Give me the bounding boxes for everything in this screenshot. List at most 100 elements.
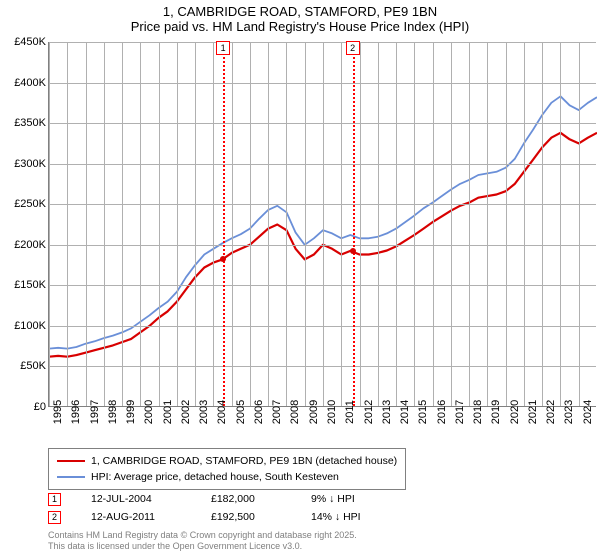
legend-row: 1, CAMBRIDGE ROAD, STAMFORD, PE9 1BN (de… <box>57 453 397 469</box>
sale-diff: 9% ↓ HPI <box>311 493 401 505</box>
x-tick-label: 2005 <box>235 400 247 424</box>
y-tick-label: £350K <box>2 117 46 129</box>
chart-plot-area: 12 <box>48 42 596 407</box>
gridline-vertical <box>542 42 543 406</box>
chart-container: 1, CAMBRIDGE ROAD, STAMFORD, PE9 1BN Pri… <box>0 0 600 560</box>
chart-legend: 1, CAMBRIDGE ROAD, STAMFORD, PE9 1BN (de… <box>48 448 406 490</box>
x-tick-label: 1995 <box>52 400 64 424</box>
gridline-vertical <box>122 42 123 406</box>
gridline-vertical <box>159 42 160 406</box>
sale-point-dot <box>220 256 226 262</box>
gridline-vertical <box>396 42 397 406</box>
sale-vertical-line <box>353 42 355 406</box>
x-tick-label: 2014 <box>399 400 411 424</box>
x-tick-label: 2022 <box>545 400 557 424</box>
x-tick-label: 1996 <box>70 400 82 424</box>
gridline-vertical <box>506 42 507 406</box>
sale-marker-box: 2 <box>346 41 360 55</box>
sale-records: 1 12-JUL-2004 £182,000 9% ↓ HPI 2 12-AUG-2011… <box>48 490 401 526</box>
y-tick-label: £100K <box>2 320 46 332</box>
x-tick-label: 2017 <box>454 400 466 424</box>
sale-row-marker: 1 <box>48 493 61 506</box>
x-tick-label: 2003 <box>198 400 210 424</box>
gridline-vertical <box>86 42 87 406</box>
y-tick-label: £250K <box>2 198 46 210</box>
gridline-vertical <box>140 42 141 406</box>
x-tick-label: 2002 <box>180 400 192 424</box>
footer-line2: This data is licensed under the Open Gov… <box>48 541 357 552</box>
footer-line1: Contains HM Land Registry data © Crown c… <box>48 530 357 541</box>
x-tick-label: 2000 <box>143 400 155 424</box>
gridline-vertical <box>268 42 269 406</box>
legend-row: HPI: Average price, detached house, Sout… <box>57 469 397 485</box>
x-tick-label: 2024 <box>582 400 594 424</box>
gridline-vertical <box>49 42 50 406</box>
gridline-vertical <box>286 42 287 406</box>
x-tick-label: 2007 <box>271 400 283 424</box>
gridline-vertical <box>104 42 105 406</box>
gridline-vertical <box>469 42 470 406</box>
gridline-vertical <box>524 42 525 406</box>
sale-point-dot <box>350 248 356 254</box>
x-tick-label: 2001 <box>162 400 174 424</box>
x-tick-label: 2013 <box>381 400 393 424</box>
gridline-vertical <box>487 42 488 406</box>
gridline-vertical <box>67 42 68 406</box>
x-tick-label: 2006 <box>253 400 265 424</box>
gridline-vertical <box>305 42 306 406</box>
x-tick-label: 1997 <box>89 400 101 424</box>
x-tick-label: 1999 <box>125 400 137 424</box>
chart-title-line1: 1, CAMBRIDGE ROAD, STAMFORD, PE9 1BN <box>0 4 600 19</box>
y-tick-label: £50K <box>2 360 46 372</box>
x-tick-label: 2016 <box>436 400 448 424</box>
x-tick-label: 2012 <box>363 400 375 424</box>
x-tick-label: 2020 <box>509 400 521 424</box>
x-tick-label: 2004 <box>216 400 228 424</box>
sale-date: 12-AUG-2011 <box>91 511 181 523</box>
x-tick-label: 1998 <box>107 400 119 424</box>
gridline-vertical <box>341 42 342 406</box>
x-tick-label: 2015 <box>417 400 429 424</box>
sale-vertical-line <box>223 42 225 406</box>
legend-swatch <box>57 460 85 462</box>
x-tick-label: 2019 <box>490 400 502 424</box>
gridline-vertical <box>232 42 233 406</box>
sale-price: £192,500 <box>211 511 281 523</box>
gridline-vertical <box>195 42 196 406</box>
chart-title-line2: Price paid vs. HM Land Registry's House … <box>0 19 600 34</box>
gridline-vertical <box>378 42 379 406</box>
y-tick-label: £0 <box>2 401 46 413</box>
y-tick-label: £150K <box>2 279 46 291</box>
chart-title-block: 1, CAMBRIDGE ROAD, STAMFORD, PE9 1BN Pri… <box>0 0 600 40</box>
legend-label: HPI: Average price, detached house, Sout… <box>91 471 339 483</box>
y-tick-label: £200K <box>2 239 46 251</box>
gridline-vertical <box>451 42 452 406</box>
sale-row: 2 12-AUG-2011 £192,500 14% ↓ HPI <box>48 508 401 526</box>
x-tick-label: 2009 <box>308 400 320 424</box>
sale-row-marker: 2 <box>48 511 61 524</box>
x-tick-label: 2008 <box>289 400 301 424</box>
chart-footer: Contains HM Land Registry data © Crown c… <box>48 530 357 553</box>
y-tick-label: £400K <box>2 77 46 89</box>
x-tick-label: 2021 <box>527 400 539 424</box>
x-tick-label: 2023 <box>563 400 575 424</box>
gridline-vertical <box>250 42 251 406</box>
gridline-vertical <box>213 42 214 406</box>
gridline-vertical <box>433 42 434 406</box>
x-tick-label: 2011 <box>344 400 356 424</box>
x-tick-label: 2018 <box>472 400 484 424</box>
legend-swatch <box>57 476 85 478</box>
sale-diff: 14% ↓ HPI <box>311 511 401 523</box>
gridline-vertical <box>323 42 324 406</box>
gridline-vertical <box>560 42 561 406</box>
y-tick-label: £450K <box>2 36 46 48</box>
gridline-vertical <box>177 42 178 406</box>
gridline-vertical <box>360 42 361 406</box>
sale-date: 12-JUL-2004 <box>91 493 181 505</box>
x-tick-label: 2010 <box>326 400 338 424</box>
gridline-vertical <box>414 42 415 406</box>
sale-row: 1 12-JUL-2004 £182,000 9% ↓ HPI <box>48 490 401 508</box>
legend-label: 1, CAMBRIDGE ROAD, STAMFORD, PE9 1BN (de… <box>91 455 397 467</box>
gridline-vertical <box>579 42 580 406</box>
sale-price: £182,000 <box>211 493 281 505</box>
